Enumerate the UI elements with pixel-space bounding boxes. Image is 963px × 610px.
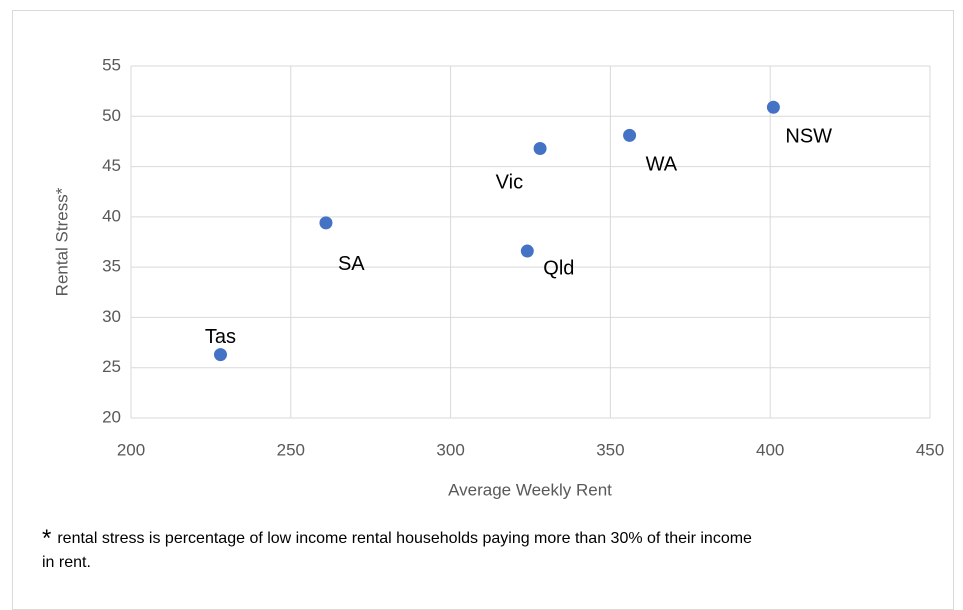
y-tick-label: 40: [102, 206, 121, 225]
point: [213, 348, 227, 362]
x-tick-label: 400: [756, 440, 784, 459]
data-label: Qld: [543, 257, 574, 279]
x-tick-label: 450: [916, 440, 944, 459]
chart: Average Weekly Rent Rental Stress* 20 25 3…: [52, 55, 944, 499]
y-axis-title: Rental Stress*: [52, 187, 71, 296]
x-tick-label: 300: [436, 440, 464, 459]
data-label: Vic: [496, 172, 523, 194]
data-label: NSW: [785, 126, 832, 148]
x-tick-label: 250: [277, 440, 305, 459]
point: [533, 141, 547, 155]
page: {"chart_data": {"type": "scatter", "xlab…: [12, 10, 954, 610]
footnote: * rental stress is percentage of low inco…: [42, 527, 762, 575]
y-tick-label: 25: [102, 357, 121, 376]
y-tick-label: 20: [102, 407, 121, 426]
point: [623, 128, 637, 142]
data-label: SA: [338, 253, 365, 275]
y-tick-label: 50: [102, 106, 121, 125]
y-tick-label: 55: [102, 55, 121, 74]
y-tick-label: 30: [102, 307, 121, 326]
y-tick-label: 45: [102, 156, 121, 175]
footnote-marker: *: [42, 525, 52, 552]
x-axis-title: Average Weekly Rent: [448, 480, 612, 499]
point: [766, 100, 780, 114]
data-label: WA: [646, 154, 678, 176]
data-label: Tas: [205, 326, 236, 348]
point: [520, 244, 534, 258]
footnote-text: rental stress is percentage of low incom…: [42, 530, 752, 571]
x-tick-label: 350: [596, 440, 624, 459]
y-tick-label: 35: [102, 257, 121, 276]
point: [319, 216, 333, 230]
x-tick-label: 200: [117, 440, 145, 459]
